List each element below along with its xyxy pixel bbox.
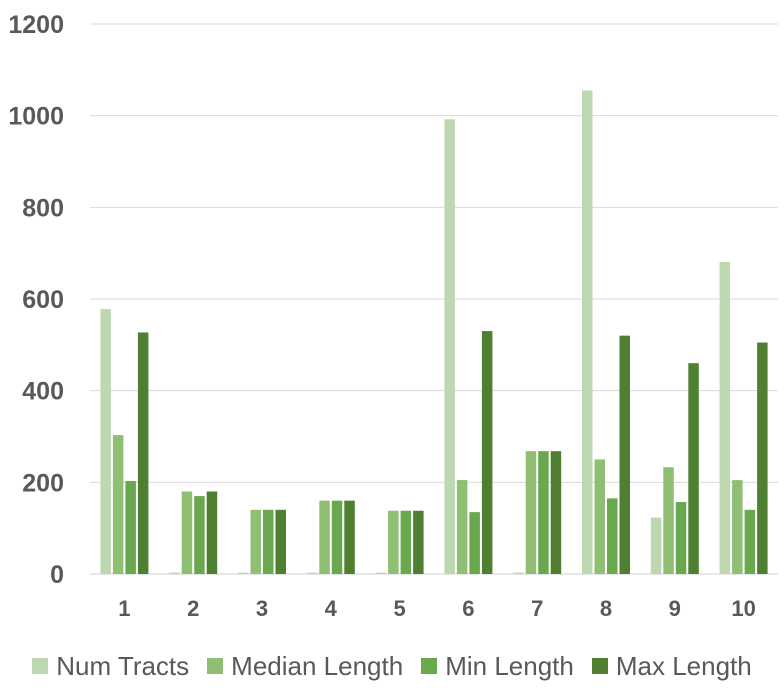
bar-num-tracts-10 [719, 261, 731, 574]
bar-num-tracts-7 [513, 572, 524, 574]
y-tick-label: 1200 [8, 11, 64, 39]
legend-item: Median Length [207, 651, 403, 682]
gridlines [90, 23, 778, 575]
bar-median-length-1 [112, 435, 124, 574]
legend-swatch [591, 658, 608, 674]
legend-item: Max Length [591, 650, 752, 682]
bar-min-length-10 [744, 509, 756, 574]
y-tick-label: 800 [22, 194, 64, 222]
bar-max-length-7 [550, 451, 562, 574]
bar-num-tracts-4 [306, 572, 318, 574]
bar-num-tracts-3 [238, 572, 249, 574]
bar-median-length-3 [250, 509, 261, 574]
legend-swatch [207, 658, 224, 674]
legend-label: Max Length [615, 650, 752, 681]
bar-min-length-1 [125, 480, 136, 574]
legend-swatch [32, 658, 49, 674]
bar-min-length-6 [469, 512, 480, 574]
x-tick-label: 6 [462, 596, 474, 621]
bar-num-tracts-1 [100, 309, 111, 574]
x-tick-label: 3 [256, 596, 268, 621]
bar-chart: 0 200 400 600 800 1000 1200 1 2 3 4 5 6 7 8 9 10 [8, 11, 778, 621]
x-axis: 1 2 3 4 5 6 7 8 9 10 [118, 596, 756, 621]
bar-min-length-4 [331, 500, 343, 574]
bar-num-tracts-9 [650, 517, 662, 574]
bar-max-length-3 [275, 509, 286, 574]
legend-label: Min Length [445, 650, 574, 681]
bar-num-tracts-2 [169, 572, 180, 574]
bar-max-length-9 [688, 363, 699, 574]
bar-median-length-5 [388, 510, 399, 574]
bar-num-tracts-6 [444, 119, 455, 574]
x-tick-label: 1 [118, 596, 130, 621]
bar-median-length-9 [663, 467, 674, 574]
bar-min-length-8 [607, 498, 618, 574]
y-axis: 0 200 400 600 800 1000 1200 [8, 11, 64, 589]
legend-label: Num Tracts [56, 650, 190, 681]
bar-min-length-7 [538, 451, 549, 574]
bar-min-length-3 [263, 509, 274, 574]
legend-item: Min Length [421, 651, 574, 682]
bar-median-length-2 [181, 491, 193, 574]
y-tick-label: 1000 [8, 103, 64, 131]
bar-min-length-5 [400, 510, 412, 574]
x-tick-label: 4 [325, 596, 338, 621]
y-tick-label: 400 [22, 378, 64, 406]
x-tick-label: 9 [669, 596, 681, 621]
bar-num-tracts-8 [582, 90, 593, 574]
legend: Num Tracts Median Length Min Length Max Len… [0, 644, 784, 688]
bar-median-length-7 [525, 451, 537, 574]
bar-median-length-8 [594, 459, 605, 574]
bar-max-length-8 [619, 335, 630, 574]
x-tick-label: 7 [531, 596, 543, 621]
bar-median-length-6 [456, 480, 468, 574]
x-tick-label: 10 [731, 596, 755, 621]
bar-max-length-5 [413, 510, 424, 574]
bar-max-length-6 [481, 331, 493, 574]
bar-median-length-4 [319, 500, 330, 574]
y-tick-label: 600 [22, 286, 64, 314]
bar-max-length-2 [206, 491, 218, 574]
legend-swatch [421, 658, 438, 674]
bars [100, 90, 768, 574]
legend-label: Median Length [231, 650, 404, 681]
x-tick-label: 2 [187, 596, 199, 621]
bar-num-tracts-5 [375, 572, 387, 574]
bar-max-length-10 [757, 342, 768, 574]
legend-item: Num Tracts [32, 651, 189, 682]
x-tick-label: 5 [393, 596, 405, 621]
x-tick-label: 8 [600, 596, 612, 621]
bar-max-length-4 [344, 500, 355, 574]
bar-median-length-10 [732, 480, 743, 574]
y-tick-label: 0 [50, 561, 64, 589]
y-tick-label: 200 [22, 469, 64, 497]
bar-min-length-9 [675, 502, 687, 574]
bar-min-length-2 [194, 496, 205, 574]
bar-max-length-1 [137, 332, 149, 574]
